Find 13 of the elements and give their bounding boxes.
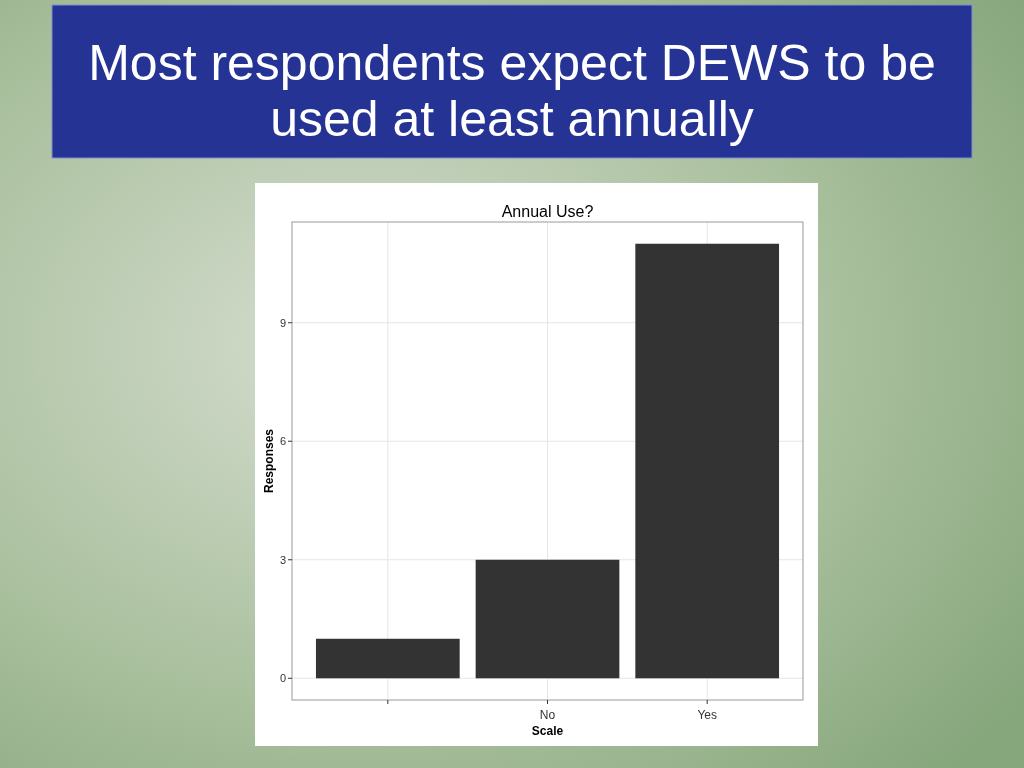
- bar: [635, 243, 780, 679]
- y-axis-title: Responses: [262, 428, 276, 494]
- y-tick-label: 0: [279, 672, 286, 685]
- x-tick-label: Yes: [697, 708, 717, 722]
- y-tick-label: 6: [279, 435, 286, 448]
- chart-subtitle: Annual Use?: [501, 203, 594, 220]
- x-tick-label: No: [539, 708, 556, 722]
- bar: [475, 559, 620, 679]
- chart-title: Most respondents expect DEWS to be used at least annually: [88, 35, 936, 147]
- y-tick-label: 9: [279, 316, 286, 329]
- y-tick-label: 3: [279, 553, 286, 566]
- x-axis-title: Scale: [531, 724, 564, 738]
- bar: [315, 638, 460, 679]
